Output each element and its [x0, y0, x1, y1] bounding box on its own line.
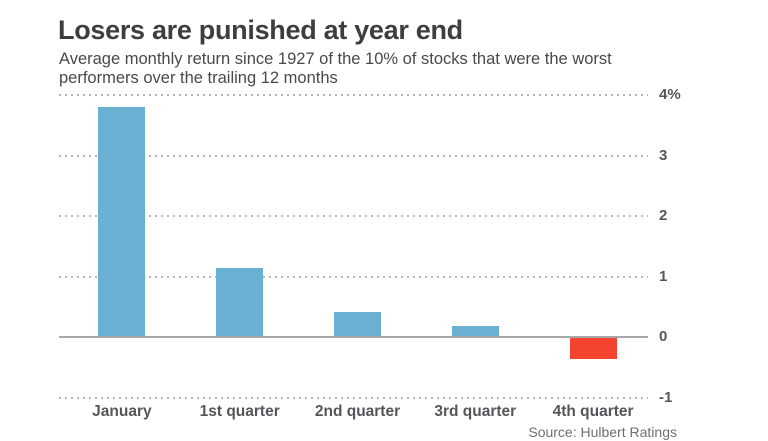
- gridline--1: [59, 397, 648, 399]
- x-axis-label-1st-quarter: 1st quarter: [199, 403, 280, 420]
- gridline-2: [59, 215, 648, 218]
- y-axis-tick-label-4: 4%: [659, 86, 681, 103]
- y-axis-tick-label-3: 3: [659, 146, 668, 164]
- bar-2nd-quarter: [334, 311, 381, 338]
- bar-4th-quarter: [569, 337, 617, 359]
- source-attribution: Source: Hulbert Ratings: [528, 424, 677, 440]
- gridline-3: [59, 154, 648, 157]
- y-axis-tick-label--1: -1: [659, 389, 673, 406]
- x-axis-label-4th-quarter: 4th quarter: [552, 403, 634, 420]
- bar-january: [98, 107, 146, 338]
- chart-subtitle-line1: Average monthly return since 1927 of the…: [59, 50, 612, 68]
- y-axis-tick-label-1: 1: [659, 267, 668, 285]
- y-axis-tick-label-0: 0: [659, 328, 668, 346]
- y-axis-tick-label-2: 2: [659, 207, 668, 225]
- x-axis-zero-line: [59, 336, 648, 339]
- bar-1st-quarter: [216, 267, 264, 338]
- gridline-4: [59, 94, 648, 96]
- bar-3rd-quarter: [451, 326, 499, 338]
- x-axis-label-2nd-quarter: 2nd quarter: [314, 403, 401, 420]
- chart-subtitle: Average monthly return since 1927 of the…: [59, 50, 612, 88]
- gridline-1: [59, 275, 648, 278]
- x-axis-label-3rd-quarter: 3rd quarter: [434, 403, 517, 420]
- x-axis-label-january: January: [92, 403, 152, 420]
- chart-title: Losers are punished at year end: [58, 15, 463, 45]
- chart-subtitle-line2: performers over the trailing 12 months: [59, 69, 338, 87]
